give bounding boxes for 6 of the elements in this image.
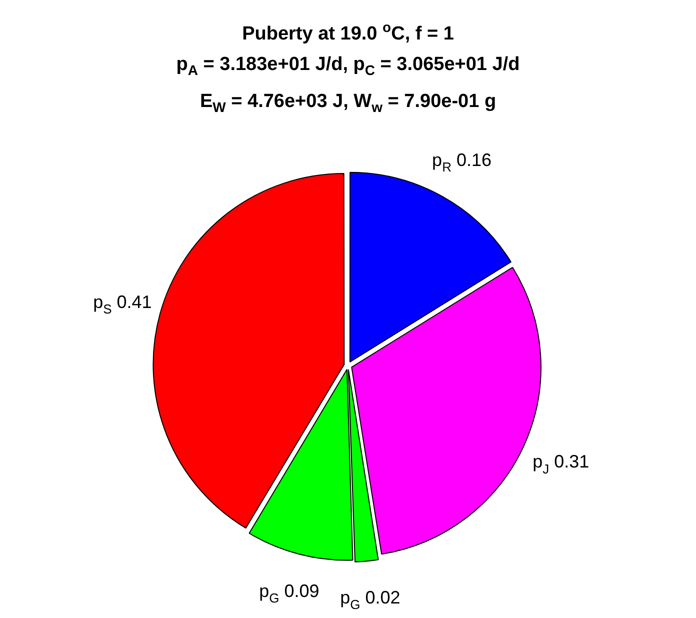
data-label: 0.09 bbox=[279, 580, 320, 601]
data-label: 0.02 bbox=[360, 587, 400, 608]
data-label: 0.16 bbox=[451, 150, 492, 170]
chart-title: Puberty at 19.0 $^{o}$C, f = 1 p$_{A}$ = 3.183e+01 J/d, p$_{C}$ = 3.065e+01 J/d E$_{W}$ = 4.76e+03 J, W$_{w}$ = 7.90e-01 g bbox=[176, 19, 520, 115]
data-label: 0.41 bbox=[112, 292, 152, 312]
data-label: 0.31 bbox=[549, 452, 590, 472]
